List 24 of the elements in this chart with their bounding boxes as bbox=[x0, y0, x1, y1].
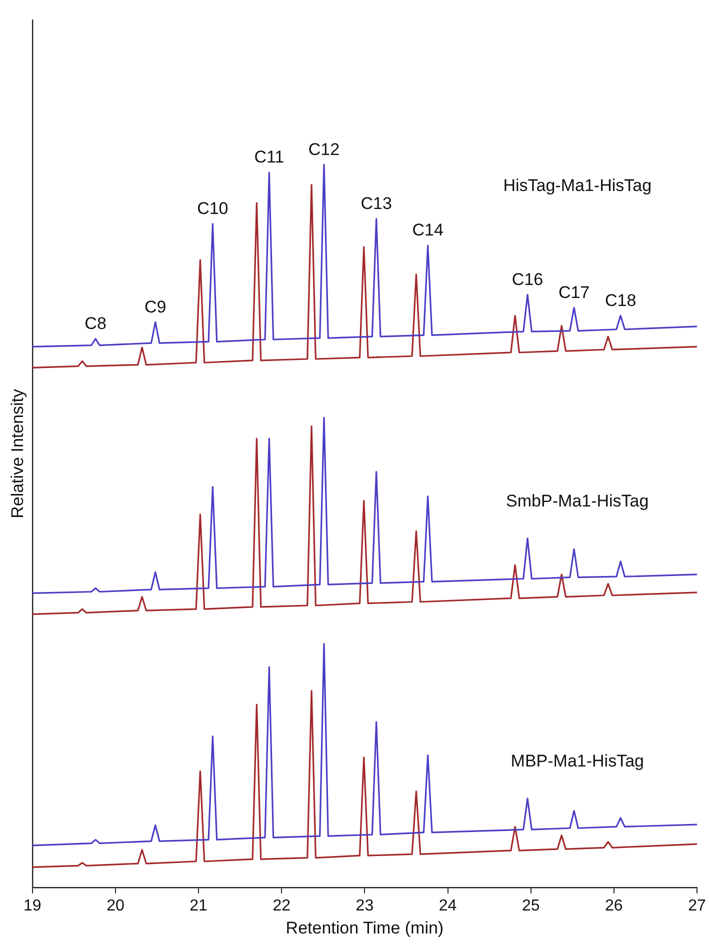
annotation: C11 bbox=[254, 148, 284, 167]
annotation: C8 bbox=[84, 314, 106, 333]
annotation: MBP-Ma1-HisTag bbox=[510, 752, 644, 771]
x-tick-label: 22 bbox=[272, 897, 291, 914]
x-tick-label: 26 bbox=[605, 897, 623, 914]
annotation: HisTag-Ma1-HisTag bbox=[503, 176, 652, 195]
x-tick-label: 27 bbox=[688, 897, 706, 914]
annotation: C9 bbox=[144, 297, 166, 316]
x-tick-label: 24 bbox=[438, 897, 457, 914]
annotation: SmbP-Ma1-HisTag bbox=[506, 491, 649, 510]
annotation: C14 bbox=[412, 220, 444, 240]
annotation: C16 bbox=[512, 270, 544, 289]
y-axis-title: Relative Intensity bbox=[8, 388, 27, 518]
annotation: C12 bbox=[308, 140, 340, 159]
annotation: C18 bbox=[604, 290, 636, 310]
x-tick-label: 21 bbox=[190, 897, 208, 914]
annotation: C13 bbox=[360, 194, 392, 213]
x-tick-label: 23 bbox=[356, 897, 374, 914]
annotation: C10 bbox=[197, 199, 228, 218]
x-tick-label: 19 bbox=[24, 897, 42, 914]
x-tick-label: 20 bbox=[106, 897, 124, 914]
x-axis-title: Retention Time (min) bbox=[286, 918, 444, 938]
annotation: C17 bbox=[558, 282, 590, 302]
x-tick-label: 25 bbox=[522, 897, 540, 914]
